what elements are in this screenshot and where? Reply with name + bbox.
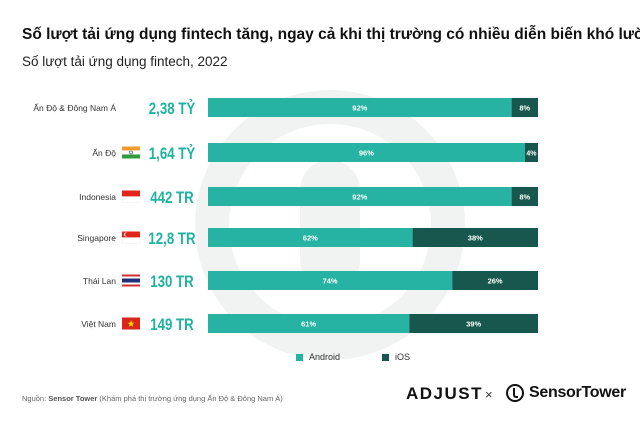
data-label-ios: 39% <box>466 320 481 329</box>
legend-item-android: Android <box>296 352 340 362</box>
category-label: Singapore <box>77 233 116 243</box>
total-value: 442 TR <box>150 189 193 208</box>
data-label-android: 96% <box>359 149 374 158</box>
singapore-flag-icon <box>125 232 129 237</box>
legend-swatch-ios <box>382 353 390 361</box>
category-label: Thái Lan <box>83 276 116 286</box>
sensortower-wordmark: SensorTower <box>529 384 626 401</box>
legend-label-android: Android <box>309 352 341 362</box>
data-label-android: 62% <box>303 234 318 243</box>
bar-android <box>208 271 453 290</box>
category-label: Ấn Độ <box>92 148 116 158</box>
category-label: Ấn Độ & Đông Nam Á <box>33 103 116 113</box>
bar-ios <box>524 143 538 162</box>
bar-ios <box>412 228 538 247</box>
data-label-android: 92% <box>352 193 367 202</box>
chart-title: Số lượt tải ứng dụng fintech tăng, ngay … <box>22 26 640 43</box>
total-value: 12,8 TR <box>148 230 195 249</box>
data-label-ios: 8% <box>519 104 530 113</box>
sensortower-logo: SensorTower <box>506 384 626 402</box>
bar-android <box>208 228 413 247</box>
source-name: Sensor Tower <box>48 394 98 403</box>
india-flag-icon <box>122 154 140 159</box>
data-label-android: 92% <box>352 104 367 113</box>
data-label-android: 61% <box>301 320 316 329</box>
source-note: Nguồn: Sensor Tower (Khám phá thị trường… <box>22 394 283 403</box>
indonesia-flag-icon <box>122 190 140 197</box>
bar-android <box>208 187 512 206</box>
watermark-shape <box>300 160 360 290</box>
legend-item-ios: iOS <box>382 352 410 362</box>
data-label-ios: 38% <box>468 234 483 243</box>
legend-swatch-android <box>296 353 303 361</box>
bar-ios <box>409 314 538 333</box>
total-value: 130 TR <box>150 273 193 292</box>
stacked-bar-chart: Ấn Độ & Đông Nam Á 2,38 TỶ 92% 8% Ấn Độ 1,64 … <box>33 90 538 360</box>
indonesia-flag-icon <box>121 196 141 203</box>
data-label-android: 74% <box>323 277 338 286</box>
bar-android <box>208 143 525 162</box>
data-label-ios: 26% <box>488 277 503 286</box>
india-flag-icon <box>122 146 140 151</box>
total-value: 2,38 TỶ <box>149 100 195 119</box>
vietnam-flag-icon <box>127 320 135 327</box>
bar-ios <box>452 271 538 290</box>
adjust-logo: ADJUST <box>406 384 484 403</box>
thailand-flag-icon <box>122 278 140 283</box>
bar-android <box>208 314 410 333</box>
bar-ios <box>511 98 538 117</box>
category-label: Indonesia <box>79 192 116 202</box>
singapore-flag-icon <box>121 237 141 244</box>
total-value: 1,64 TỶ <box>149 145 195 164</box>
chart-subtitle: Số lượt tải ứng dụng fintech, 2022 <box>22 54 228 69</box>
chart-legend: Android iOS <box>296 352 410 362</box>
total-value: 149 TR <box>150 316 193 335</box>
india-flag-icon <box>129 150 133 155</box>
legend-label-ios: iOS <box>395 352 411 362</box>
data-label-ios: 8% <box>519 193 530 202</box>
source-detail: (Khám phá thị trường ứng dụng Ấn Độ & Đô… <box>99 394 283 403</box>
bar-ios <box>511 187 538 206</box>
category-label: Việt Nam <box>81 319 116 329</box>
singapore-flag-icon <box>122 231 140 238</box>
source-label: Nguồn: <box>22 394 47 403</box>
times-separator: × <box>485 387 493 402</box>
bar-android <box>208 98 512 117</box>
data-label-ios: 4% <box>526 151 537 158</box>
sensortower-mark-icon <box>506 384 524 402</box>
